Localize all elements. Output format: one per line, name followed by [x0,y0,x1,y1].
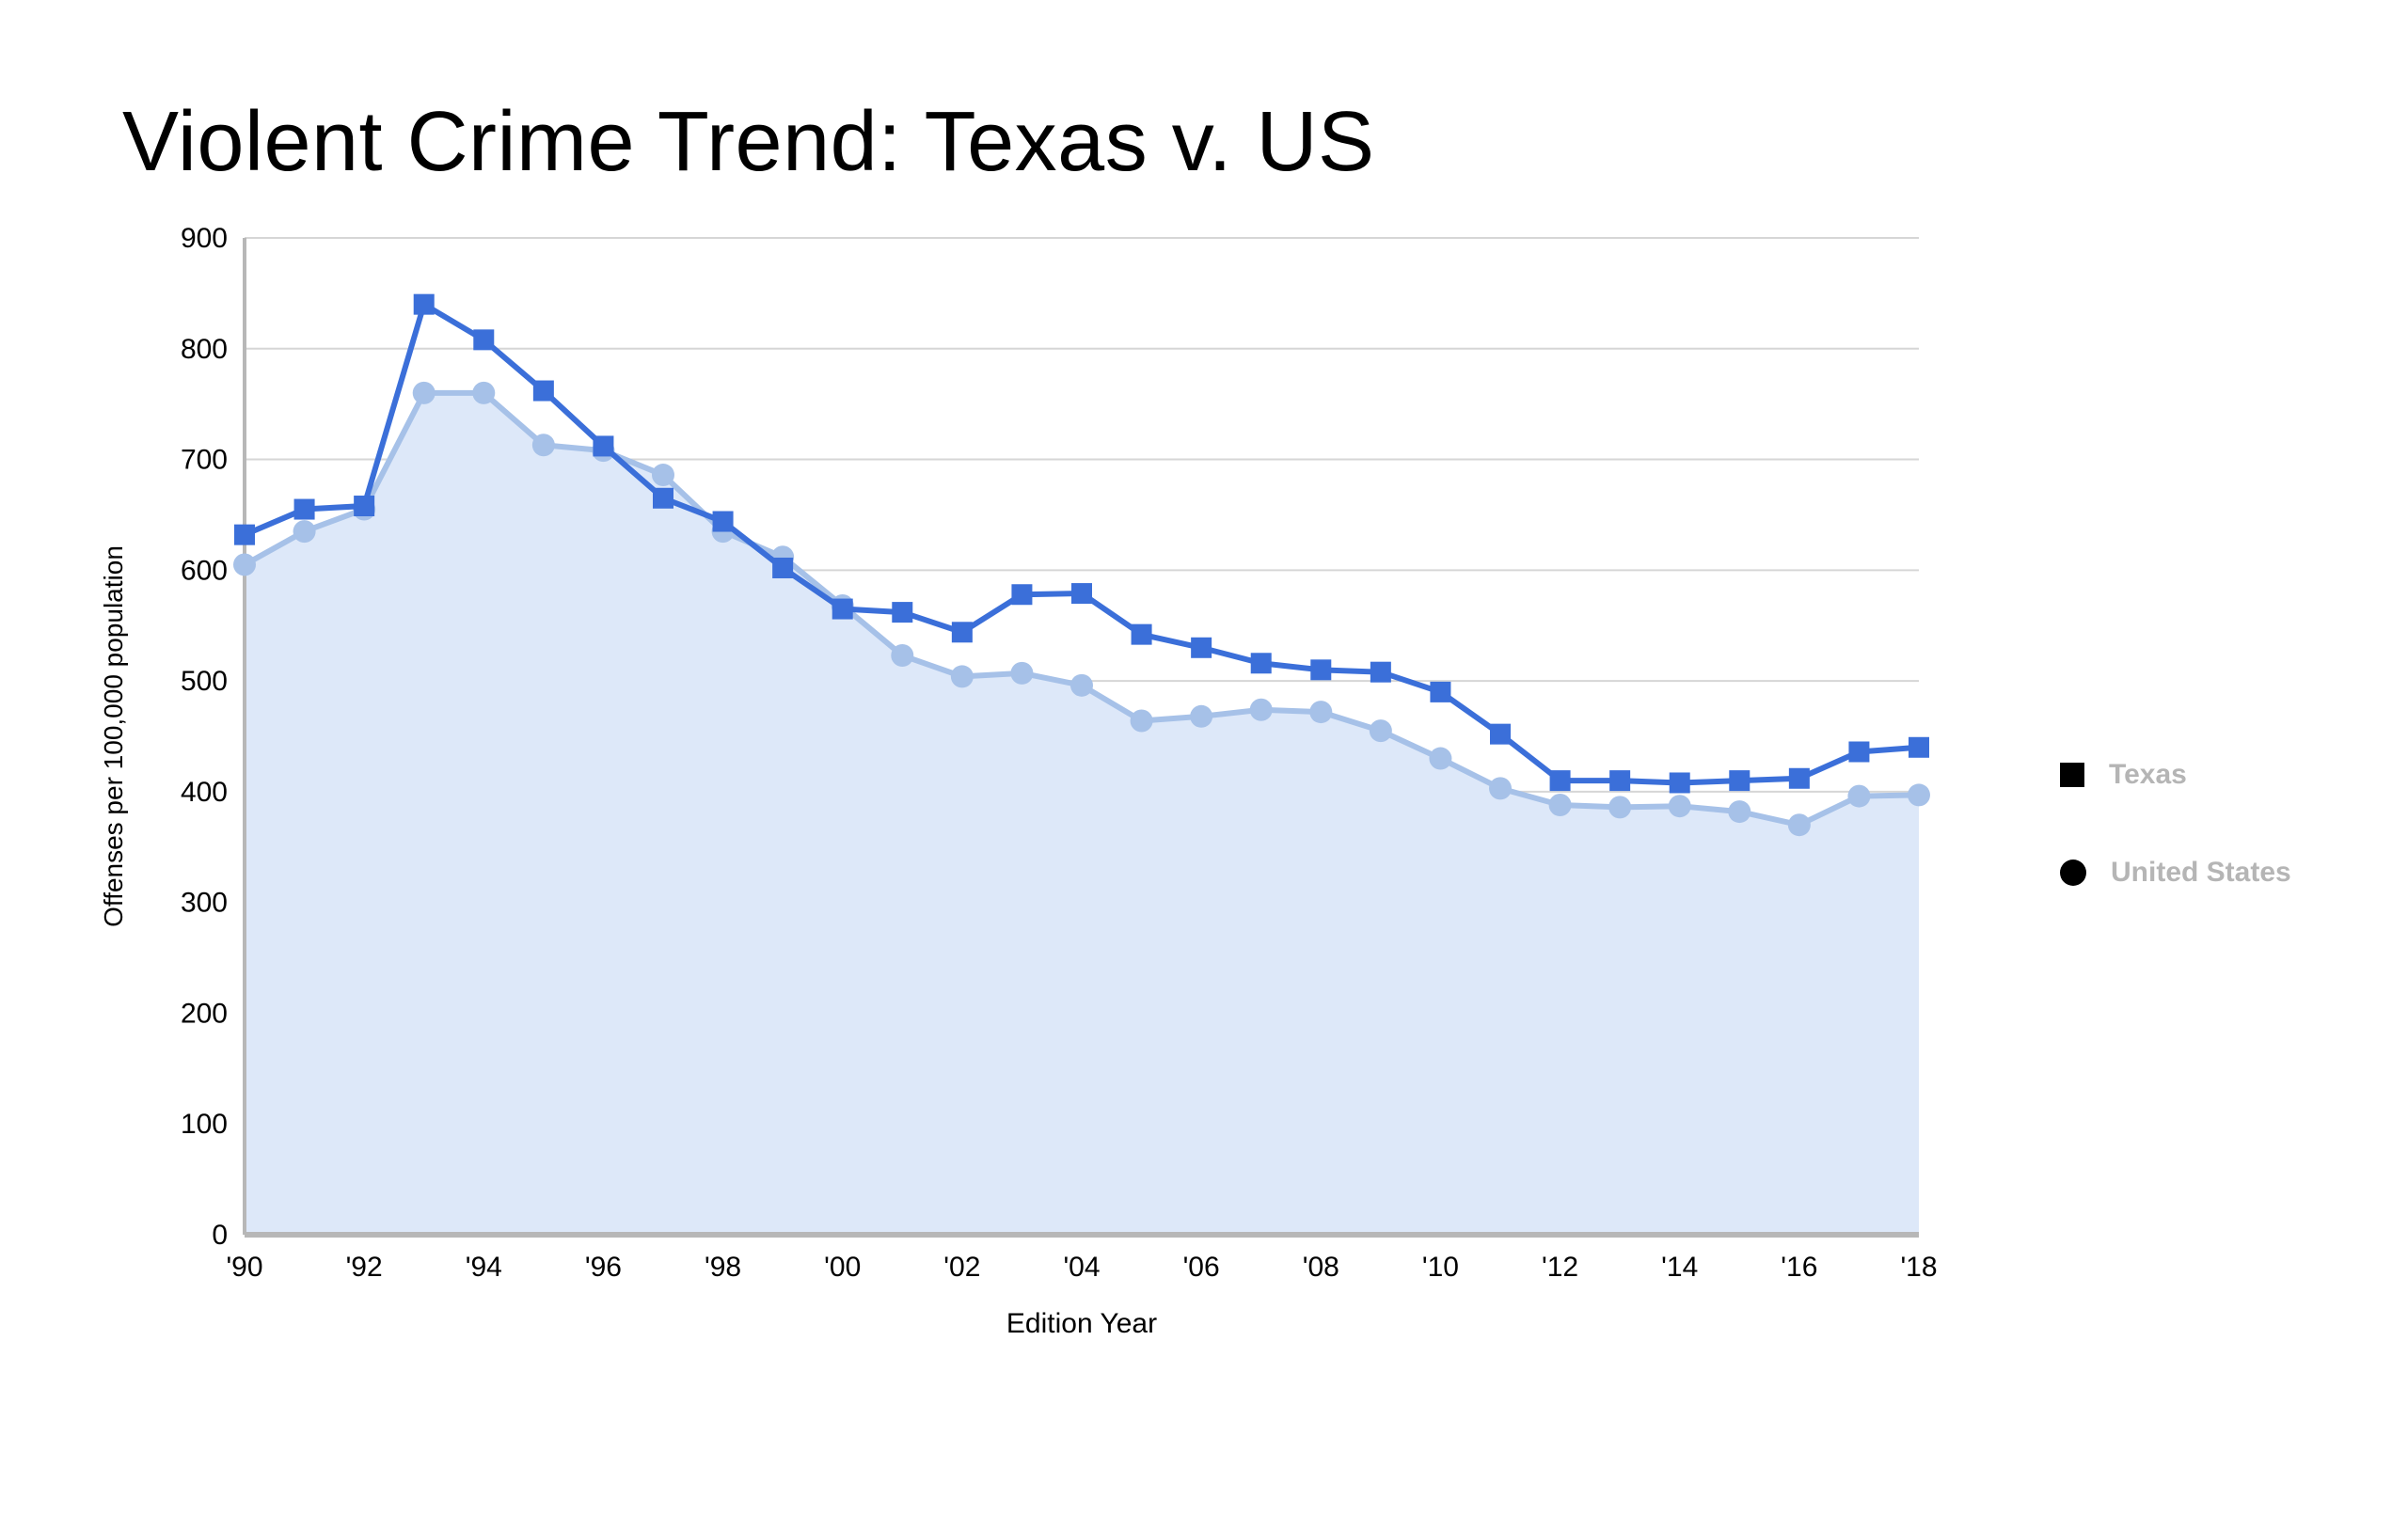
svg-text:'02: '02 [943,1252,980,1283]
svg-text:'18: '18 [1900,1252,1937,1283]
svg-text:500: 500 [181,666,228,697]
svg-text:'04: '04 [1063,1252,1100,1283]
svg-text:'98: '98 [705,1252,741,1283]
svg-text:200: 200 [181,998,228,1029]
legend-label: United States [2111,857,2291,889]
svg-text:100: 100 [181,1109,228,1140]
svg-text:'96: '96 [585,1252,622,1283]
square-icon [2060,763,2084,787]
legend-item-us: United States [2060,857,2291,889]
svg-text:Offenses per 100,000 populatio: Offenses per 100,000 population [99,545,128,927]
svg-text:900: 900 [181,223,228,254]
svg-text:600: 600 [181,555,228,586]
chart-container: 0 100 200 300 400 500 600 700 800 900 '90 '92 '94 '96… [75,219,1947,1371]
svg-text:800: 800 [181,334,228,365]
chart-svg: 0 100 200 300 400 500 600 700 800 900 '90 '92 '94 '96… [75,219,1947,1366]
svg-text:300: 300 [181,888,228,919]
chart-row: 0 100 200 300 400 500 600 700 800 900 '90 '92 '94 '96… [75,219,2333,1371]
svg-text:Edition Year: Edition Year [1006,1308,1157,1339]
svg-text:'90: '90 [226,1252,262,1283]
svg-text:400: 400 [181,777,228,808]
svg-text:'10: '10 [1422,1252,1459,1283]
svg-text:'06: '06 [1183,1252,1220,1283]
circle-icon [2060,860,2086,886]
legend-label: Texas [2109,759,2187,791]
svg-text:'08: '08 [1303,1252,1339,1283]
legend-item-texas: Texas [2060,759,2291,791]
svg-text:'14: '14 [1661,1252,1698,1283]
svg-text:'12: '12 [1542,1252,1578,1283]
svg-text:700: 700 [181,445,228,476]
svg-text:'94: '94 [466,1252,502,1283]
svg-text:'92: '92 [346,1252,383,1283]
svg-text:0: 0 [212,1220,228,1251]
legend: Texas United States [2060,759,2291,889]
svg-text:'16: '16 [1781,1252,1817,1283]
svg-text:'00: '00 [824,1252,861,1283]
chart-title: Violent Crime Trend: Texas v. US [122,94,2333,191]
